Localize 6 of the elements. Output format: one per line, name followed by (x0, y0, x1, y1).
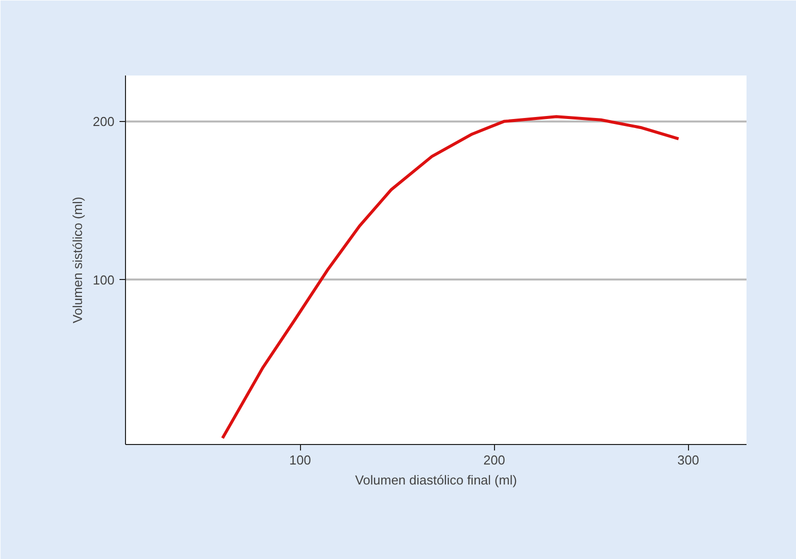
x-axis-title: Volumen diastólico final (ml) (355, 472, 517, 488)
y-axis-title: Volumen sistólico (ml) (70, 196, 85, 324)
x-tick-label: 100 (289, 452, 312, 468)
line-series (221, 115, 680, 440)
x-tick-label: 200 (483, 452, 506, 468)
x-tick-label: 300 (677, 452, 700, 468)
